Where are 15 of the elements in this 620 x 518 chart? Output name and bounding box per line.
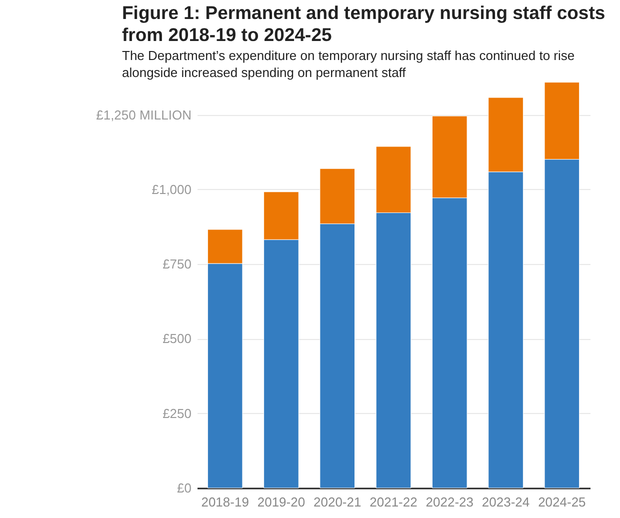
chart-title: Figure 1: Permanent and temporary nursing staff costs from 2018-19 to 2024-25 xyxy=(122,2,606,46)
x-tick-label: 2021-22 xyxy=(370,494,418,510)
y-tick-label: £250 xyxy=(162,406,192,421)
y-tick-label: £500 xyxy=(162,331,192,346)
y-tick-label: £750 xyxy=(162,256,192,272)
y-tick-label: £0 xyxy=(177,480,192,496)
y-tick-label: £1,000 xyxy=(152,182,192,197)
y-tick-label: £1,250 MILLION xyxy=(96,107,192,122)
x-tick-label: 2024-25 xyxy=(538,494,586,510)
x-tick-label: 2023-24 xyxy=(482,494,530,510)
chart-subtitle: The Department’s expenditure on temporary nursing staff has continued to rise alongside increased spending on permanent staff xyxy=(122,47,576,81)
x-tick-label: 2022-23 xyxy=(426,494,474,510)
x-tick-label: 2018-19 xyxy=(201,494,249,510)
x-tick-label: 2019-20 xyxy=(257,494,306,510)
x-tick-label: 2020-21 xyxy=(314,494,362,510)
